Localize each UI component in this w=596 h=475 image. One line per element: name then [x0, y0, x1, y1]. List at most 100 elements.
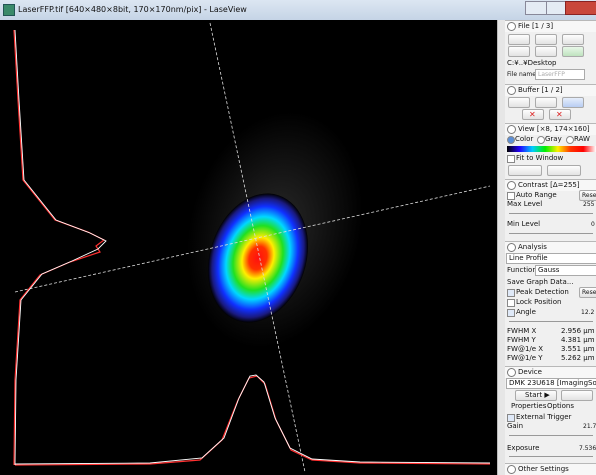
section-title: Device: [518, 368, 542, 377]
stop-button[interactable]: [561, 390, 593, 401]
next-button[interactable]: [562, 46, 584, 57]
gain-slider[interactable]: [509, 435, 593, 436]
zoom-in[interactable]: [508, 165, 542, 176]
analysis-header[interactable]: Analysis: [505, 241, 596, 253]
button-label: Reset: [582, 288, 596, 297]
stat-label: FWHM Y: [507, 336, 536, 345]
delete-icon: ✕: [529, 110, 536, 119]
angle-label: Angle: [516, 308, 536, 317]
image-canvas: [0, 20, 497, 475]
start-button[interactable]: Start ▶: [515, 390, 557, 401]
file-name-placeholder: LaserFFP: [538, 70, 565, 79]
max-slider[interactable]: [509, 213, 593, 214]
tab-options[interactable]: Options: [547, 402, 574, 411]
save-button[interactable]: [535, 34, 557, 45]
radio-color[interactable]: [507, 136, 515, 144]
exposure-value: 7.536E-: [579, 444, 596, 453]
button-label: Reset: [582, 191, 596, 200]
section-title: File [1 / 3]: [518, 22, 553, 31]
button-label: Start ▶: [525, 391, 550, 400]
collapse-icon: [507, 22, 516, 31]
prev-button[interactable]: [535, 46, 557, 57]
zoom-out[interactable]: [547, 165, 581, 176]
minimize-button[interactable]: [525, 1, 547, 15]
peak-label: Peak Detection: [516, 288, 569, 297]
angle-checkbox[interactable]: [507, 309, 515, 317]
first-button[interactable]: [508, 46, 530, 57]
mode-label: RAW: [574, 135, 590, 144]
buffer-prev[interactable]: [535, 97, 557, 108]
lock-checkbox[interactable]: [507, 299, 515, 307]
max-level-label: Max Level: [507, 200, 542, 209]
gain-value: 21.76: [583, 422, 596, 431]
radio-gray[interactable]: [537, 136, 545, 144]
app-icon: [3, 4, 15, 16]
max-level-value: 255: [583, 200, 594, 209]
buffer-header[interactable]: Buffer [1 / 2]: [505, 84, 596, 96]
profile-y-measured: [14, 30, 104, 465]
fit-label: Fit to Window: [516, 154, 563, 163]
save-graph[interactable]: Save Graph Data...: [507, 278, 574, 287]
buffer-first[interactable]: [508, 97, 530, 108]
reset-button[interactable]: Reset: [579, 287, 596, 298]
view-header[interactable]: View [×8, 174×160]: [505, 123, 596, 135]
dropdown-text: Line Profile: [509, 254, 548, 263]
exposure-slider[interactable]: [509, 456, 593, 457]
title-bar: LaserFFP.tif [640×480×8bit, 170×170nm/pi…: [0, 0, 596, 20]
angle-value: 12.2 °: [581, 308, 596, 317]
min-slider[interactable]: [509, 233, 593, 234]
window-title: LaserFFP.tif [640×480×8bit, 170×170nm/pi…: [18, 5, 247, 14]
image-view[interactable]: [0, 20, 497, 475]
exposure-label: Exposure: [507, 444, 539, 453]
collapse-icon: [507, 181, 516, 190]
angle-slider[interactable]: [509, 321, 593, 322]
collapse-icon: [507, 86, 516, 95]
delete-all-icon: ✕: [556, 110, 563, 119]
stat-value: 3.551 µm: [561, 345, 595, 354]
control-panel: File [1 / 3] C:¥..¥Desktop File name Las…: [505, 20, 596, 475]
stat-label: FWHM X: [507, 327, 536, 336]
min-level-value: 0: [591, 220, 595, 229]
section-title: View [×8, 174×160]: [518, 125, 590, 134]
file-header[interactable]: File [1 / 3]: [505, 20, 596, 32]
peak-checkbox[interactable]: [507, 289, 515, 297]
close-button[interactable]: [565, 1, 596, 15]
file-path: C:¥..¥Desktop: [507, 59, 556, 68]
stat-value: 5.262 µm: [561, 354, 595, 363]
color-scale: [507, 146, 596, 152]
stat-label: FW@1/e Y: [507, 354, 543, 363]
profile-x-measured: [15, 376, 490, 465]
dropdown-text: DMK 23U618 [ImagingSourc: [509, 379, 596, 388]
stat-label: FW@1/e X: [507, 345, 543, 354]
fit-checkbox[interactable]: [507, 155, 515, 163]
function-label: Function: [507, 266, 537, 275]
open-button[interactable]: [508, 34, 530, 45]
export-button[interactable]: [562, 34, 584, 45]
function-dropdown[interactable]: Gauss: [535, 265, 596, 276]
section-title: Analysis: [518, 243, 547, 252]
maximize-button[interactable]: [546, 1, 566, 15]
other-header[interactable]: Other Settings: [505, 463, 596, 475]
auto-range-checkbox[interactable]: [507, 192, 515, 200]
device-header[interactable]: Device: [505, 366, 596, 378]
dropdown-text: Gauss: [538, 266, 559, 275]
radio-raw[interactable]: [566, 136, 574, 144]
file-name-input[interactable]: LaserFFP: [535, 69, 585, 80]
auto-range-label: Auto Range: [516, 191, 557, 200]
buffer-delete[interactable]: ✕: [522, 109, 544, 120]
section-title: Contrast [Δ=255]: [518, 181, 580, 190]
buffer-delete-all[interactable]: ✕: [549, 109, 571, 120]
section-title: Buffer [1 / 2]: [518, 86, 563, 95]
tab-properties[interactable]: Properties: [511, 402, 546, 411]
mode-label: Color: [515, 135, 533, 144]
camera-dropdown[interactable]: DMK 23U618 [ImagingSourc: [506, 378, 596, 389]
stat-value: 4.381 µm: [561, 336, 595, 345]
analysis-mode[interactable]: Line Profile: [506, 253, 596, 264]
lock-label: Lock Position: [516, 298, 561, 307]
collapse-icon: [507, 125, 516, 134]
mode-label: Gray: [545, 135, 562, 144]
trigger-checkbox[interactable]: [507, 414, 515, 422]
buffer-next[interactable]: [562, 97, 584, 108]
collapse-icon: [507, 243, 516, 252]
gain-label: Gain: [507, 422, 523, 431]
